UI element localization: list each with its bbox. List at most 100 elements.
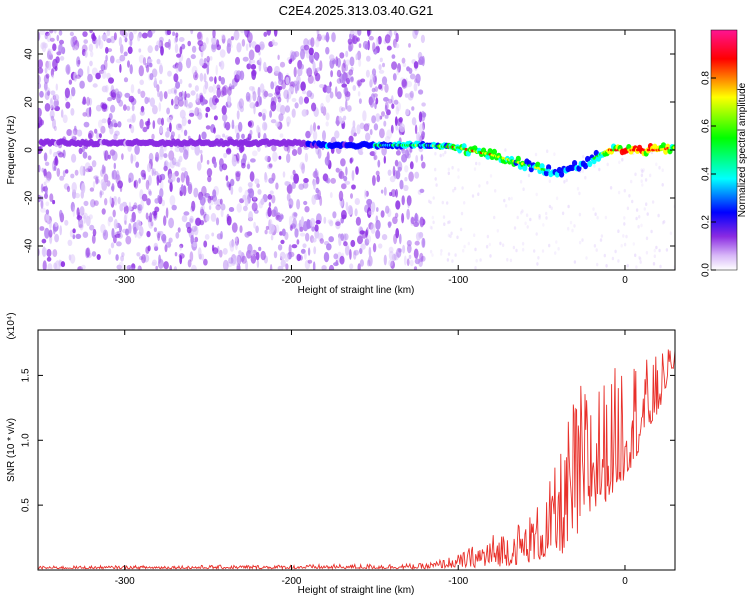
spectrogram-noise-cell <box>554 251 557 255</box>
spectrogram-noise-cell <box>519 179 523 184</box>
spectrogram-noise-cell <box>54 233 59 243</box>
spectrogram-noise-cell <box>169 122 172 133</box>
spectrogram-noise-cell <box>238 186 243 193</box>
spectrogram-noise-cell <box>486 180 489 185</box>
spectrogram-noise-cell <box>387 98 393 104</box>
spectrogram-noise-cell <box>401 213 405 224</box>
spectrogram-noise-cell <box>100 179 105 187</box>
spectrogram-noise-cell <box>278 113 284 122</box>
colorbar-tick-label: 0.8 <box>701 71 712 85</box>
spectrogram-noise-cell <box>661 220 665 225</box>
spectrogram-noise-cell <box>348 69 354 76</box>
spectrogram-noise-cell <box>167 70 172 77</box>
spectrogram-noise-cell <box>418 111 423 123</box>
spectrogram-noise-cell <box>306 90 313 98</box>
spectrogram-noise-cell <box>185 104 191 109</box>
spectrogram-noise-cell <box>52 199 56 205</box>
spectrogram-noise-cell <box>134 145 140 155</box>
spectrogram-noise-cell <box>496 229 499 233</box>
spectrogram-noise-cell <box>522 187 525 191</box>
spectrogram-noise-cell <box>79 80 85 89</box>
spectrogram-noise-cell <box>447 233 451 238</box>
spectrogram-noise-cell <box>85 247 91 258</box>
spectrogram-noise-cell <box>62 114 68 124</box>
spectrogram-noise-cell <box>175 81 181 89</box>
spectrogram-noise-cell <box>325 121 329 127</box>
spectrogram-noise-cell <box>406 80 413 88</box>
spectrogram-noise-cell <box>219 198 223 205</box>
spectrogram-noise-cell <box>142 57 147 66</box>
spectrogram-noise-cell <box>609 186 613 190</box>
spectrogram-noise-cell <box>65 101 71 109</box>
spectrogram-noise-cell <box>177 61 183 72</box>
spectrogram-noise-cell <box>176 177 181 183</box>
spectrogram-noise-cell <box>367 30 371 37</box>
spectrogram-noise-cell <box>414 240 420 246</box>
spectrogram-noise-cell <box>626 263 629 268</box>
spectrogram-noise-cell <box>165 207 169 219</box>
spectrogram-noise-cell <box>157 90 160 98</box>
spectrogram-noise-cell <box>366 227 369 236</box>
spectrogram-noise-cell <box>112 169 117 180</box>
spectrogram-noise-cell <box>130 153 134 164</box>
spectrogram-noise-cell <box>432 220 435 225</box>
spectrogram-noise-cell <box>248 86 255 91</box>
spectrogram-noise-cell <box>515 248 518 253</box>
spectrogram-noise-cell <box>349 76 354 83</box>
spectrogram-noise-cell <box>402 244 406 254</box>
spectrogram-noise-cell <box>593 244 597 248</box>
spectrogram-noise-cell <box>68 79 73 85</box>
spectrogram-noise-cell <box>191 200 196 212</box>
spectrogram-noise-cell <box>274 65 280 74</box>
spectrogram-noise-cell <box>471 194 475 198</box>
spectrogram-noise-cell <box>403 255 407 266</box>
spectrogram-noise-cell <box>87 65 90 76</box>
spectrogram-noise-cell <box>408 254 412 260</box>
spectrogram-noise-cell <box>159 126 164 134</box>
spectrogram-noise-cell <box>242 153 247 163</box>
spectrogram-noise-cell <box>417 134 422 143</box>
spectrogram-noise-cell <box>151 167 154 177</box>
spectrogram-noise-cell <box>173 37 177 44</box>
spectrogram-noise-cell <box>146 198 151 206</box>
snr-line <box>38 349 675 570</box>
spectrogram-noise-cell <box>578 212 582 217</box>
spectrogram-noise-cell <box>137 34 141 42</box>
spectrogram-noise-cell <box>50 68 55 78</box>
spectrogram-noise-cell <box>348 45 352 52</box>
spectrogram-noise-cell <box>638 255 641 260</box>
spectrogram-noise-cell <box>387 221 392 229</box>
spectrogram-noise-cell <box>149 212 153 223</box>
spectrogram-noise-cell <box>450 231 453 236</box>
spectrogram-noise-cell <box>141 254 146 264</box>
spectrogram-noise-cell <box>77 266 83 270</box>
spectrogram-noise-cell <box>121 153 124 161</box>
spectrogram-noise-cell <box>203 240 208 248</box>
spectrogram-noise-cell <box>83 39 88 44</box>
spectrogram-noise-cell <box>137 88 141 95</box>
spectrogram-noise-cell <box>245 260 248 270</box>
spectrogram-noise-cell <box>323 216 327 224</box>
colorbar-tick-label: 0.2 <box>701 215 712 229</box>
spectrogram-noise-cell <box>364 189 367 199</box>
spectrogram-noise-cell <box>44 103 51 112</box>
spectrogram-noise-cell <box>341 62 346 74</box>
spectrogram-noise-cell <box>123 77 129 83</box>
spectrogram-noise-cell <box>249 102 256 109</box>
snr-ylabel: SNR (10 * v/v) <box>6 418 17 482</box>
spectrogram-noise-cell <box>44 227 50 239</box>
spectrogram-noise-cell <box>493 215 496 220</box>
spectrogram-noise-cell <box>76 215 83 221</box>
spectrogram-noise-cell <box>185 57 192 69</box>
spectrogram-noise-cell <box>98 133 102 139</box>
spectrogram-noise-cell <box>70 130 76 139</box>
spectrogram-noise-cell <box>43 81 48 91</box>
spectrogram-noise-cell <box>399 233 402 245</box>
spectrogram-noise-cell <box>145 212 149 220</box>
spectrogram-noise-cell <box>174 35 178 43</box>
spectrogram-noise-cell <box>127 60 130 68</box>
spectrogram-noise-cell <box>204 234 210 240</box>
spectrogram-noise-cell <box>557 247 560 251</box>
spectrogram-noise-cell <box>259 83 265 93</box>
spectrogram-noise-cell <box>52 93 56 100</box>
